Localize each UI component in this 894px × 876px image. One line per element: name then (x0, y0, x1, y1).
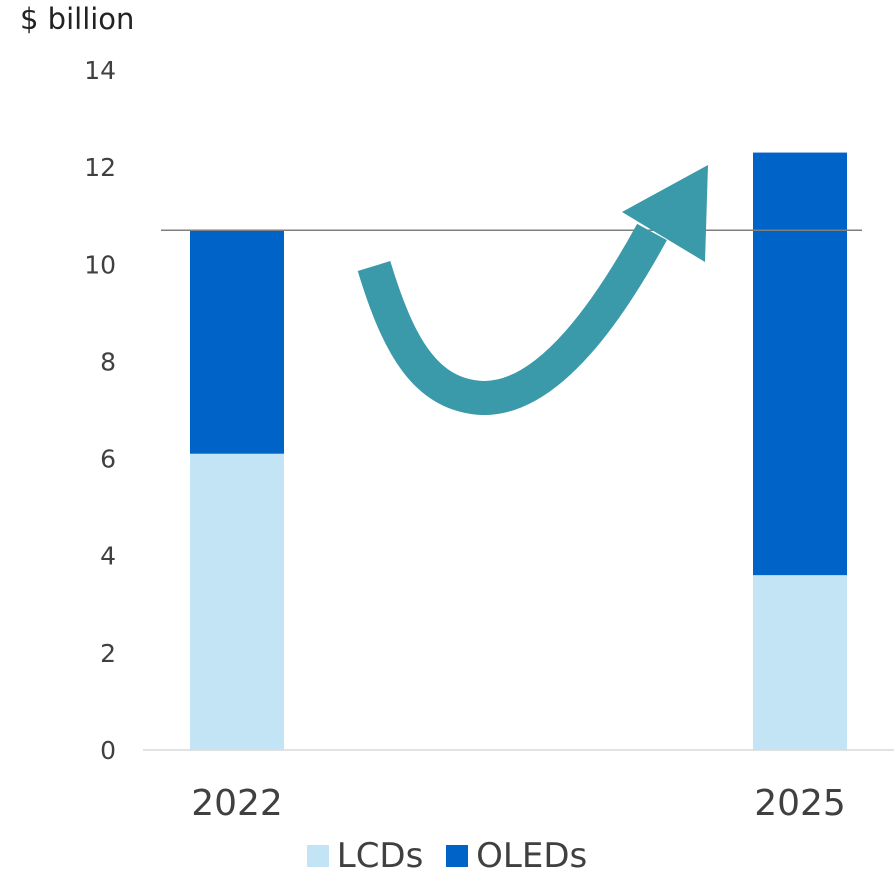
x-axis-ticks: 2022 2025 (191, 783, 846, 824)
legend-label-lcds: LCDs (336, 836, 424, 876)
bar-lcds-2025 (753, 575, 847, 750)
y-tick-label: 14 (84, 56, 116, 85)
legend: LCDs OLEDs (0, 836, 894, 876)
legend-label-oleds: OLEDs (476, 836, 588, 876)
legend-swatch-lcds (306, 845, 329, 867)
bars (190, 152, 847, 750)
y-tick-label: 6 (100, 445, 116, 474)
bar-oleds-2025 (753, 152, 847, 576)
bar-oleds-2022 (190, 230, 284, 454)
y-tick-label: 0 (100, 736, 116, 765)
growth-arrow-shaft (357, 223, 667, 415)
legend-item-oleds: OLEDs (446, 836, 587, 876)
x-tick-label: 2025 (754, 783, 846, 824)
y-tick-label: 4 (100, 542, 116, 571)
legend-item-lcds: LCDs (306, 836, 424, 876)
x-tick-label: 2022 (191, 783, 283, 824)
legend-swatch-oleds (446, 845, 469, 867)
y-tick-label: 2 (100, 639, 116, 668)
bar-lcds-2022 (190, 453, 284, 750)
y-axis-ticks: 0 2 4 6 8 10 12 14 (84, 56, 116, 765)
growth-arrow (357, 165, 708, 415)
y-tick-label: 8 (100, 347, 116, 376)
y-axis-unit-label: $ billion (20, 2, 135, 36)
growth-arrow-head (622, 165, 708, 262)
y-tick-label: 10 (84, 250, 116, 279)
y-tick-label: 12 (84, 153, 116, 182)
